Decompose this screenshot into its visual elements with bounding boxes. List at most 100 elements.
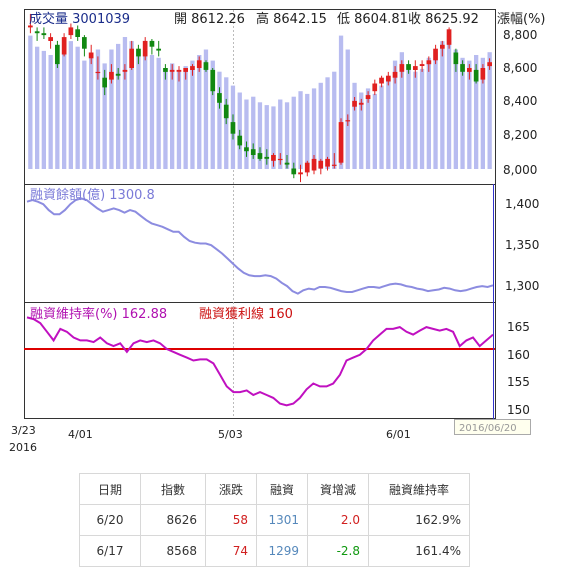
open-value: 開 8612.26 <box>174 12 245 27</box>
volume-bar <box>406 66 411 169</box>
volume-bar <box>467 60 472 169</box>
table-row: 6/20 8626 58 1301 2.0 162.9% <box>79 504 470 536</box>
volume-bar <box>318 82 323 169</box>
volume-bar <box>291 96 296 169</box>
volume-bar <box>365 88 371 169</box>
candle-body <box>129 48 134 68</box>
ratio-tick: 150 <box>507 403 530 417</box>
margin-balance-label: 融資餘額(億) 1300.8 <box>30 187 155 203</box>
candle-body <box>149 40 155 47</box>
candle-body <box>338 122 344 163</box>
candle-body <box>426 60 432 65</box>
volume-bar <box>116 43 121 169</box>
cursor-date-label: 2016/06/20 <box>459 423 517 434</box>
candle-body <box>460 64 465 72</box>
candle-body <box>264 156 270 159</box>
candle-body <box>41 33 47 36</box>
cell-margin-delta: 2.0 <box>307 504 369 536</box>
candle-body <box>271 155 276 161</box>
candle-body <box>48 37 53 41</box>
maintenance-ratio-line <box>26 316 494 407</box>
candle-body <box>413 66 418 70</box>
candle-body <box>115 73 121 76</box>
volume-bar <box>345 49 350 169</box>
profit-line-label: 融資獲利線 160 <box>199 306 293 322</box>
candle-body <box>480 68 486 80</box>
volume-bar <box>55 59 60 170</box>
volume-bar <box>190 60 195 169</box>
table-row: 6/17 8568 74 1299 -2.8 161.4% <box>79 535 470 567</box>
cell-date: 6/20 <box>79 504 141 536</box>
candle-body <box>82 37 87 49</box>
volume-bar <box>311 88 317 169</box>
volume-bar <box>136 52 141 170</box>
cell-change: 74 <box>205 535 257 567</box>
ratio-tick: 160 <box>507 348 530 362</box>
candle-body <box>183 68 188 72</box>
volume-bar <box>278 99 283 169</box>
volume-bar <box>352 82 357 169</box>
volume-bar <box>413 71 418 169</box>
table-header-row: 日期 指數 漲跌 融資 資增減 融資維持率 <box>79 473 470 505</box>
candle-body <box>61 37 67 55</box>
candle-body <box>176 69 182 72</box>
candle-body <box>244 147 249 152</box>
volume-bar <box>460 57 465 169</box>
volume-bar <box>386 77 391 169</box>
cell-maintenance-ratio: 162.9% <box>368 504 470 536</box>
header-date: 日期 <box>79 473 141 505</box>
volume-label: 成交量 3001039 <box>29 11 130 27</box>
volume-bar <box>298 91 303 169</box>
close-value: 收 8625.92 <box>408 12 479 27</box>
candle-body <box>345 120 351 122</box>
candle-body <box>325 158 330 167</box>
margin-balance-line <box>26 197 494 295</box>
cell-margin-delta: -2.8 <box>307 535 369 567</box>
candle-body <box>399 64 405 72</box>
date-tick: 5/03 <box>218 428 243 441</box>
cell-maintenance-ratio: 161.4% <box>368 535 470 567</box>
candle-body <box>453 52 459 65</box>
x-axis: 3/23 4/01 5/03 6/01 2016 <box>9 424 411 454</box>
year-fragment: 2016 <box>9 441 37 454</box>
candle-body <box>109 71 114 80</box>
volume-bar <box>284 102 290 169</box>
candle-body <box>379 77 384 84</box>
volume-bar <box>210 60 215 169</box>
candle-body <box>433 48 438 61</box>
candle-body <box>487 62 492 67</box>
candle-body <box>284 162 290 165</box>
maintenance-ratio-label: 融資維持率(%) 162.88 <box>30 306 167 322</box>
volume-bar <box>305 93 310 169</box>
cell-date: 6/17 <box>79 535 141 567</box>
volume-bar <box>419 68 425 169</box>
candle-body <box>210 69 216 92</box>
candle-body <box>365 95 371 99</box>
high-value: 高 8642.15 <box>256 11 327 27</box>
maintenance-ratio-series <box>24 316 495 407</box>
volume-bar <box>264 105 269 169</box>
candle-body <box>223 104 229 119</box>
candle-body <box>75 29 80 37</box>
candle-body <box>257 153 263 159</box>
volume-bar <box>156 57 161 169</box>
volume-bar <box>82 60 87 169</box>
margin-tick: 1,350 <box>505 238 539 252</box>
volume-bar <box>102 63 107 169</box>
volume-bar <box>487 52 492 170</box>
volume-bar <box>170 63 175 169</box>
candle-body <box>311 158 317 171</box>
date-tick: 6/01 <box>386 428 411 441</box>
volume-bar <box>41 50 46 169</box>
cell-index: 8626 <box>140 504 206 536</box>
change-pct-label: 漲幅(%) <box>497 12 546 27</box>
volume-bar <box>440 41 445 169</box>
volume-bar <box>163 68 168 169</box>
volume-bar <box>325 77 330 169</box>
volume-bar <box>474 55 479 169</box>
candle-body <box>386 75 391 82</box>
cell-margin: 1299 <box>256 535 308 567</box>
volume-bar <box>338 35 344 169</box>
margin-balance-series <box>26 197 494 295</box>
